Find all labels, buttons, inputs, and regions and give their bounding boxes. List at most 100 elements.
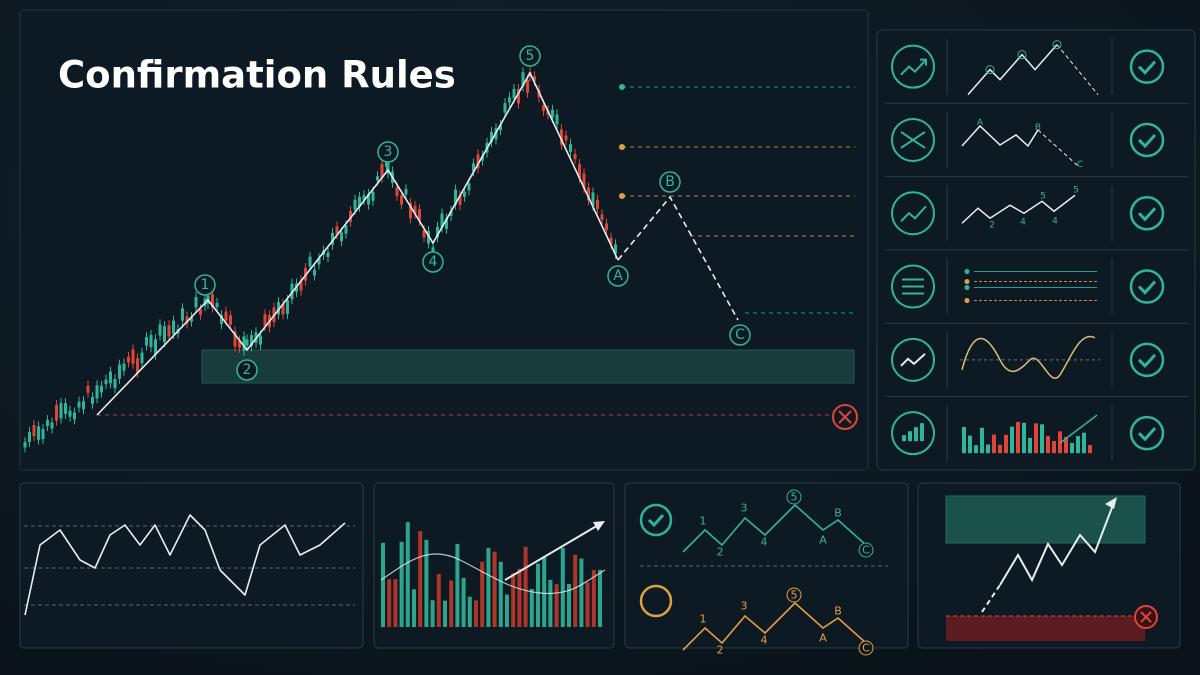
icon-bar [914, 427, 918, 442]
candle-body [344, 225, 348, 234]
volume-bar [498, 561, 503, 627]
candle-body [122, 363, 126, 371]
candle-body [569, 144, 572, 153]
candle-body [185, 316, 189, 324]
wave-count-label: 4 [761, 536, 768, 549]
mini-projection [1037, 129, 1079, 167]
check-icon [1129, 196, 1165, 231]
mini-volume-bar [1088, 445, 1092, 454]
mini-volume-bar [980, 427, 984, 454]
mini-label: C [1077, 160, 1083, 170]
candle-body [596, 199, 599, 209]
candle-body [224, 311, 228, 321]
candle-body [560, 129, 563, 145]
candle-body [600, 214, 604, 220]
mini-volume-bar [1034, 423, 1038, 454]
wave-label: 3 [384, 144, 393, 160]
level-dot [964, 279, 970, 285]
candle-body [194, 296, 198, 308]
candle-body [308, 256, 312, 267]
candle-body [467, 183, 471, 191]
mini-label: A [977, 118, 984, 128]
mini-marker [985, 65, 995, 75]
wave-label: B [665, 174, 675, 190]
wave-marker [858, 640, 874, 656]
candle-body [215, 302, 219, 308]
volume-bar [443, 600, 447, 627]
candle-body [409, 202, 412, 219]
check-icon [1129, 122, 1165, 158]
arrow-head [1105, 497, 1117, 509]
support-zone [201, 349, 855, 384]
candle-body [145, 337, 148, 346]
mini-label: 4 [1052, 216, 1058, 226]
projection [981, 584, 1001, 613]
wave-marker [422, 251, 444, 273]
volume-bar [412, 589, 416, 627]
candle-body [512, 89, 516, 99]
volume-bar [381, 542, 385, 627]
candle-body [476, 154, 480, 169]
wave-count-line [682, 601, 867, 651]
wave-label: A [613, 268, 623, 284]
check-mark [1137, 353, 1157, 369]
volume-bar [387, 579, 392, 627]
candle-body [463, 191, 466, 197]
mini-volume-bar [962, 426, 966, 454]
check-mark [1137, 207, 1157, 222]
mini-volume-bar [986, 444, 990, 454]
volume-bar [449, 580, 454, 627]
wave-marker [729, 324, 751, 346]
candle-body [573, 153, 577, 160]
stop-icon [832, 404, 858, 430]
candle-body [582, 173, 586, 189]
candle-body [376, 176, 379, 181]
volume-bar [591, 570, 596, 627]
candle-body [118, 364, 121, 379]
wave-count-label: 2 [717, 644, 724, 657]
candle-body [427, 230, 430, 244]
mini-volume-bar [1046, 435, 1050, 454]
candle-body [82, 401, 85, 410]
volume-bar [486, 547, 491, 627]
level-dot [619, 84, 625, 90]
volume-bar [455, 543, 460, 627]
candle-body [167, 325, 171, 337]
mini-trend-arrow [1059, 414, 1098, 444]
volume-bar [536, 563, 540, 627]
candle-body [23, 442, 27, 448]
mini-label: 2 [989, 220, 995, 230]
candle-body [263, 314, 267, 327]
wave-label: 4 [429, 254, 438, 270]
icon-glyph [900, 58, 927, 76]
candle-body [326, 252, 330, 258]
volume-arrow [504, 523, 601, 581]
candle-body [386, 160, 390, 174]
rule-icon [891, 264, 935, 309]
icon-glyph [902, 278, 924, 295]
volume-bar [542, 556, 547, 627]
candle-body [614, 244, 617, 254]
volume-bar [529, 588, 534, 627]
candle-body [591, 192, 595, 206]
candle-body [587, 187, 590, 201]
candle-body [181, 308, 184, 321]
candle-body [286, 300, 289, 315]
candle-body [64, 403, 67, 414]
mini-marker [1017, 50, 1027, 60]
mini-volume-bar [1064, 436, 1068, 454]
oscillator-line [24, 514, 346, 616]
candle-body [211, 294, 214, 308]
candle-body [109, 371, 112, 384]
candle-body [277, 302, 280, 315]
mini-wave [961, 124, 1039, 148]
candle-body [136, 358, 139, 373]
candle-body [229, 315, 232, 325]
wave-marker [607, 265, 629, 287]
candle-body [131, 349, 135, 364]
mini-volume-bar [1010, 426, 1014, 454]
mini-label: 4 [1020, 217, 1026, 227]
mini-marker [1052, 40, 1062, 50]
rule-icon [891, 411, 935, 456]
candle-body [555, 114, 559, 125]
